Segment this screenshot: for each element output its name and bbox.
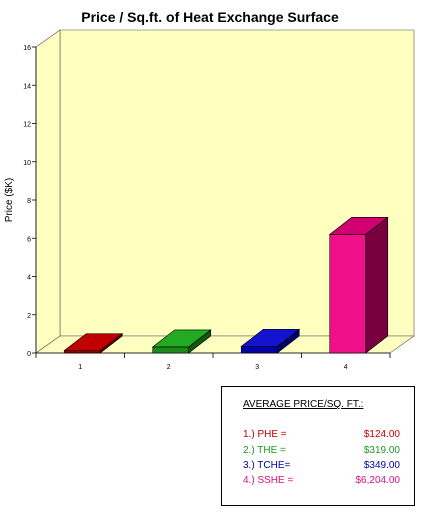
y-tick-label: 2 bbox=[27, 313, 31, 320]
legend-label-2: 2.) THE = bbox=[243, 445, 286, 456]
x-tick-label: 4 bbox=[344, 364, 348, 371]
bar-1-front bbox=[63, 350, 101, 354]
legend-label-3: 3.) TCHE= bbox=[243, 460, 291, 471]
y-tick-label: 0 bbox=[27, 351, 31, 358]
y-tick-label: 12 bbox=[23, 122, 31, 129]
legend-value-4: $6,204.00 bbox=[355, 475, 401, 486]
bar-4-front bbox=[329, 234, 367, 354]
x-tick-label: 1 bbox=[78, 364, 82, 371]
y-tick-label: 6 bbox=[27, 236, 31, 243]
x-tick-label: 2 bbox=[167, 364, 171, 371]
legend-value-3: $349.00 bbox=[363, 460, 400, 471]
legend-label-1: 1.) PHE = bbox=[243, 429, 287, 440]
y-tick-label: 8 bbox=[27, 198, 31, 205]
bar-2-front bbox=[152, 346, 190, 354]
x-tick-label: 3 bbox=[255, 364, 259, 371]
bar-4-side bbox=[365, 216, 389, 354]
legend-box: AVERAGE PRICE/SQ. FT.: 1.) PHE = $124.00… bbox=[221, 386, 415, 506]
legend-value-1: $124.00 bbox=[363, 429, 400, 440]
bar-3-top bbox=[240, 329, 301, 347]
bar-2-top bbox=[151, 329, 212, 348]
y-tick-label: 10 bbox=[23, 160, 31, 167]
y-tick-label: 16 bbox=[23, 45, 31, 52]
side-wall bbox=[35, 29, 61, 354]
chart-title: Price / Sq.ft. of Heat Exchange Surface bbox=[81, 9, 339, 25]
legend-label-4: 4.) SSHE = bbox=[243, 475, 294, 486]
bar-3-front bbox=[240, 346, 278, 354]
legend-value-2: $319.00 bbox=[363, 445, 400, 456]
legend-title: AVERAGE PRICE/SQ. FT.: bbox=[243, 399, 364, 410]
bar-4-top bbox=[328, 217, 389, 235]
bar-1-top bbox=[63, 333, 124, 351]
chart-area: Price / Sq.ft. of Heat Exchange Surface … bbox=[4, 9, 415, 371]
y-axis-label: Price ($K) bbox=[4, 178, 15, 222]
y-tick-label: 14 bbox=[23, 83, 31, 90]
y-tick-label: 4 bbox=[27, 275, 31, 282]
